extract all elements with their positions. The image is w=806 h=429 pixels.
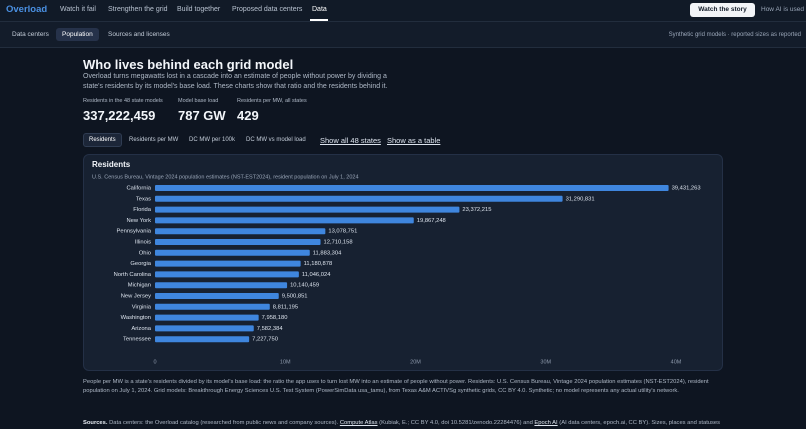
y-tick-label: Tennessee xyxy=(123,337,151,343)
nav-item[interactable]: Watch it fail xyxy=(60,6,96,13)
source-link[interactable]: Epoch AI xyxy=(534,420,558,426)
sources-text: (Kubiak, E.; CC BY 4.0, doi 10.5281/zeno… xyxy=(379,420,533,426)
value-label: 13,078,751 xyxy=(328,229,357,235)
logo[interactable]: Overload xyxy=(6,4,48,15)
bar xyxy=(155,217,414,224)
bar xyxy=(155,336,250,343)
bar xyxy=(155,314,259,321)
value-label: 11,883,304 xyxy=(313,250,342,256)
y-tick-label: Texas xyxy=(136,196,151,202)
stat-value: 337,222,459 xyxy=(83,108,156,123)
bar xyxy=(155,271,299,278)
value-label: 11,180,878 xyxy=(304,261,333,267)
sources: Sources. Data centers: the Overload cata… xyxy=(83,420,720,426)
sub-nav: Data centers Population Sources and lice… xyxy=(0,22,806,48)
y-tick-label: Arizona xyxy=(131,326,151,332)
bar xyxy=(155,260,301,267)
x-tick-label: 20M xyxy=(410,359,421,365)
y-tick-label: Michigan xyxy=(128,283,151,289)
active-underline xyxy=(310,19,328,21)
y-tick-label: New York xyxy=(127,218,152,224)
bar xyxy=(155,293,279,299)
watch-button[interactable]: Watch the story xyxy=(690,3,755,17)
value-label: 12,710,158 xyxy=(324,240,353,246)
nav-link[interactable]: How AI is used xyxy=(761,6,804,13)
value-label: 7,958,180 xyxy=(262,315,288,321)
value-label: 19,867,248 xyxy=(417,218,446,224)
tab[interactable]: DC MW vs model load xyxy=(246,137,306,143)
bar xyxy=(155,185,669,191)
value-label: 7,227,750 xyxy=(252,337,278,343)
x-tick-label: 0 xyxy=(153,359,156,365)
bar xyxy=(155,282,288,289)
nav-item[interactable]: Proposed data centers xyxy=(232,6,303,13)
y-tick-label: New Jersey xyxy=(121,294,151,300)
y-tick-label: Virginia xyxy=(132,304,152,310)
x-tick-label: 40M xyxy=(671,359,682,365)
tab-active[interactable]: Residents xyxy=(83,133,122,147)
y-tick-label: Illinois xyxy=(135,240,151,246)
table-link[interactable]: Show as a table xyxy=(387,136,441,145)
chart-panel: Residents U.S. Census Bureau, Vintage 20… xyxy=(83,154,723,371)
tab[interactable]: Residents per MW xyxy=(129,137,179,143)
nav-item-active[interactable]: Data xyxy=(312,6,327,13)
bar xyxy=(155,303,270,310)
y-tick-label: Washington xyxy=(121,315,151,321)
chart: Residents U.S. Census Bureau, Vintage 20… xyxy=(92,160,701,365)
x-tick-label: 30M xyxy=(540,359,551,365)
sources-text: (AI data centers, epoch.ai, CC BY). Size… xyxy=(559,420,721,426)
tab[interactable]: DC MW per 100k xyxy=(189,137,236,143)
subnav-note: Synthetic grid models · reported sizes a… xyxy=(668,32,801,38)
x-tick-label: 10M xyxy=(280,359,291,365)
subnav-item[interactable]: Data centers xyxy=(12,31,49,38)
bar xyxy=(155,228,326,235)
bar xyxy=(155,325,254,332)
bar xyxy=(155,195,563,202)
page-description: Overload turns megawatts lost in a casca… xyxy=(83,73,388,90)
stat-label: Residents per MW, all states xyxy=(237,98,307,104)
value-label: 11,046,024 xyxy=(302,272,331,278)
bar xyxy=(155,206,460,213)
y-tick-label: Georgia xyxy=(130,261,151,267)
y-tick-label: North Carolina xyxy=(114,272,152,278)
show-all-link[interactable]: Show all 48 states xyxy=(320,136,381,145)
value-label: 8,811,195 xyxy=(273,304,298,310)
chart-title: Residents xyxy=(92,160,131,169)
chart-subtitle: U.S. Census Bureau, Vintage 2024 populat… xyxy=(92,174,359,180)
stat-label: Model base load xyxy=(178,98,219,104)
top-nav: Overload Watch it fail Strengthen the gr… xyxy=(0,0,806,22)
subnav-item-active[interactable]: Population xyxy=(56,28,99,41)
bar xyxy=(155,249,310,256)
value-label: 9,500,851 xyxy=(282,294,308,300)
subnav-item[interactable]: Sources and licenses xyxy=(108,31,170,38)
y-tick-label: Florida xyxy=(133,207,151,213)
sources-text: Data centers: the Overload catalog (rese… xyxy=(109,420,339,426)
bar xyxy=(155,239,321,245)
stat-value: 787 GW xyxy=(178,108,226,123)
y-tick-label: Ohio xyxy=(139,250,151,256)
stat-value: 429 xyxy=(237,108,259,123)
value-label: 39,431,263 xyxy=(672,186,701,192)
button-label: Watch the story xyxy=(698,6,747,13)
nav-item[interactable]: Strengthen the grid xyxy=(108,6,168,13)
source-link[interactable]: Compute Atlas xyxy=(339,420,378,426)
page-title: Who lives behind each grid model xyxy=(83,57,294,72)
stat-label: Residents in the 48 state models xyxy=(83,98,163,104)
value-label: 23,372,215 xyxy=(462,207,491,213)
value-label: 31,290,831 xyxy=(566,196,595,202)
y-tick-label: Pennsylvania xyxy=(117,229,152,235)
value-label: 10,140,459 xyxy=(290,283,319,289)
value-label: 7,582,384 xyxy=(257,326,284,332)
sources-label: Sources. xyxy=(83,420,108,426)
nav-item[interactable]: Build together xyxy=(177,6,221,13)
y-tick-label: California xyxy=(127,186,152,192)
footnote: People per MW is a state's residents div… xyxy=(83,379,709,394)
